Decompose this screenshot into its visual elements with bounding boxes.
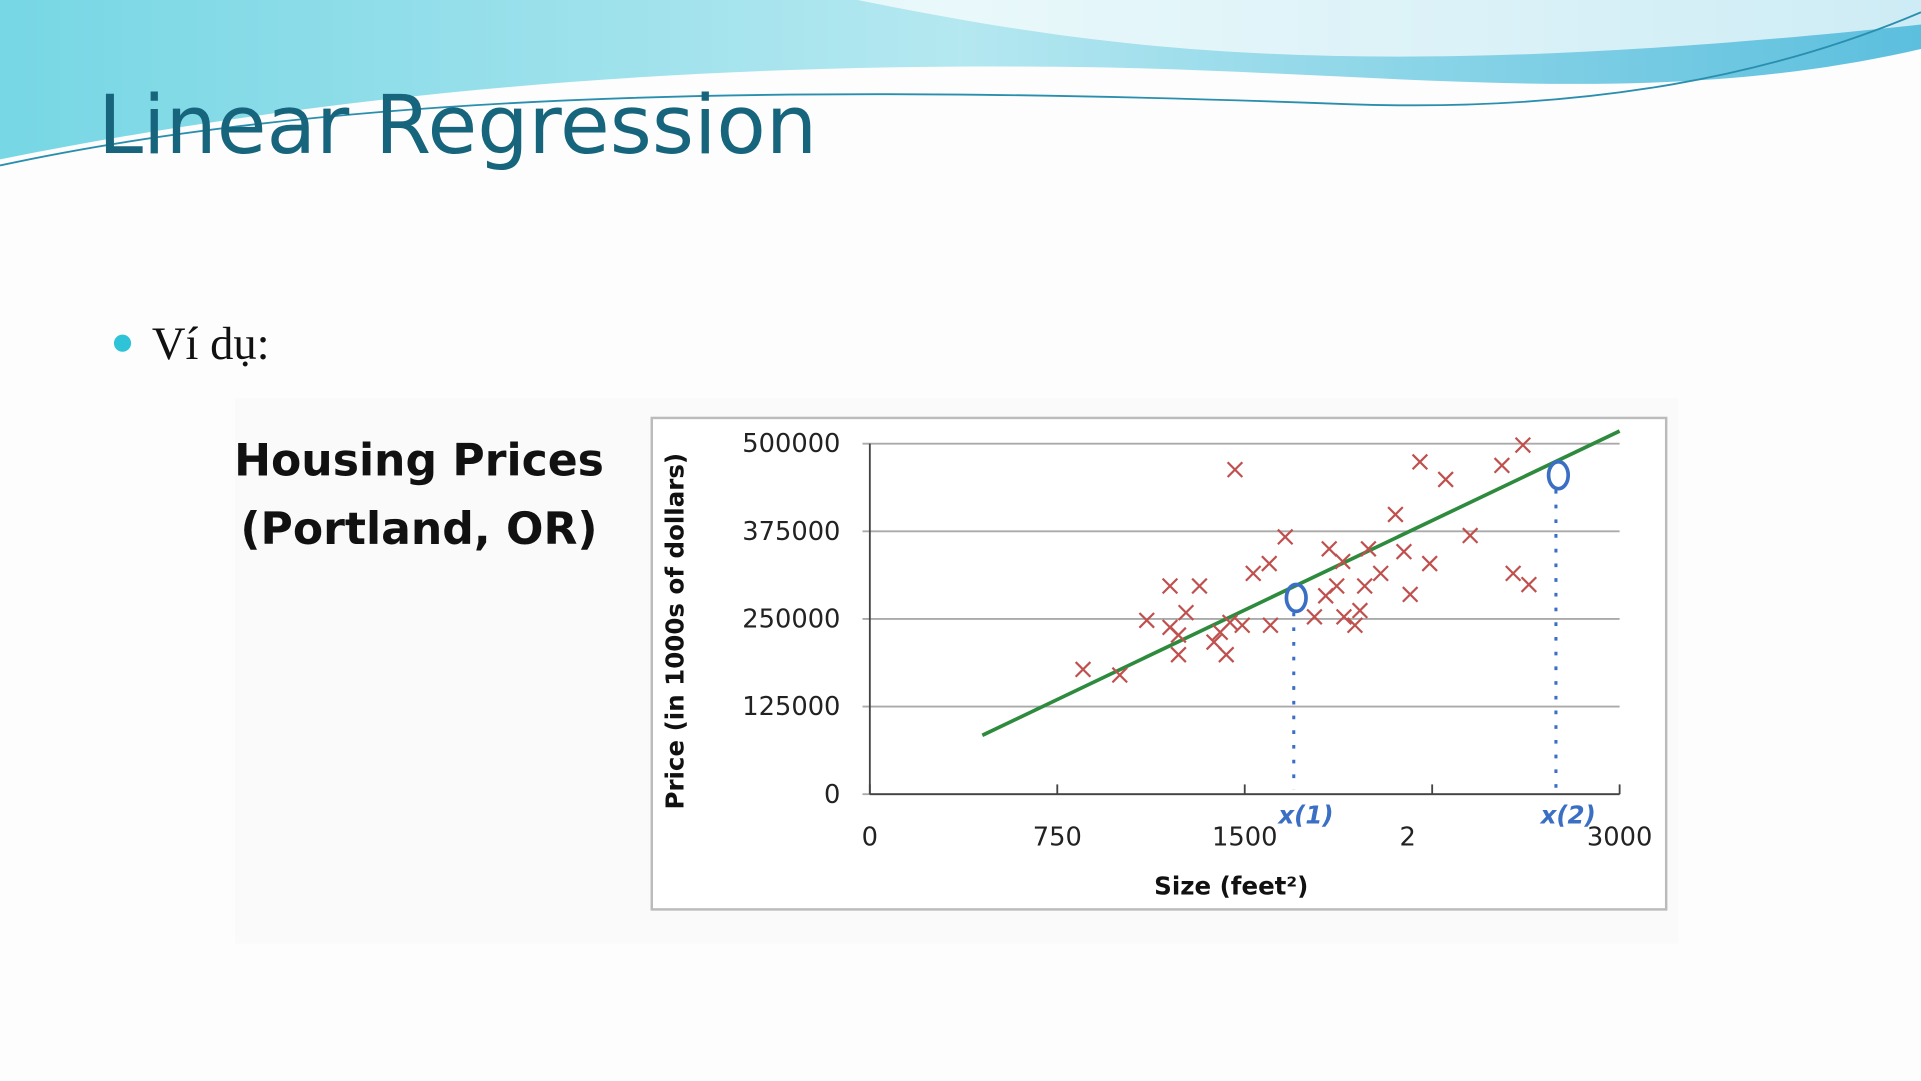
chart-title: (Portland, OR) bbox=[240, 504, 597, 555]
header-wave-light bbox=[857, 0, 1921, 57]
data-point bbox=[1411, 453, 1429, 471]
data-point bbox=[1111, 666, 1128, 684]
data-point bbox=[1437, 471, 1454, 488]
data-point bbox=[1372, 565, 1389, 582]
bullet-text: Ví dụ: bbox=[152, 319, 270, 370]
y-tick-label: 250000 bbox=[742, 605, 840, 635]
y-tick-label: 375000 bbox=[742, 517, 840, 547]
x-tick-label: 0 bbox=[862, 823, 878, 853]
data-point bbox=[1234, 617, 1251, 634]
data-point bbox=[1261, 555, 1278, 572]
data-point bbox=[1421, 555, 1438, 572]
y-axis-label: Price (in 1000s of dollars) bbox=[661, 453, 690, 810]
y-tick-label: 0 bbox=[824, 780, 840, 810]
data-point bbox=[1402, 586, 1419, 603]
data-point bbox=[1277, 528, 1294, 546]
data-point bbox=[1335, 608, 1353, 625]
data-point bbox=[1493, 457, 1511, 474]
x-axis-label: Size (feet²) bbox=[1154, 872, 1308, 901]
data-point bbox=[1462, 527, 1479, 544]
data-point bbox=[1360, 540, 1377, 557]
data-point bbox=[1170, 626, 1187, 644]
data-point bbox=[1505, 565, 1522, 582]
x-tick-label: 2 bbox=[1399, 823, 1415, 853]
annotation-label: x(1) bbox=[1277, 801, 1333, 830]
x-tick-label: 3000 bbox=[1587, 823, 1652, 853]
data-point bbox=[1387, 506, 1404, 523]
y-tick-label: 500000 bbox=[742, 429, 840, 459]
regression-line bbox=[981, 429, 1621, 737]
annotation-label: x(2) bbox=[1540, 801, 1596, 830]
x-tick-label: 750 bbox=[1033, 823, 1082, 853]
data-point bbox=[1520, 576, 1538, 593]
data-point bbox=[1395, 543, 1413, 560]
data-point bbox=[1306, 608, 1323, 625]
data-point bbox=[1328, 577, 1345, 595]
data-point bbox=[1514, 436, 1532, 454]
x-tick-label: 1500 bbox=[1212, 823, 1277, 853]
data-point bbox=[1191, 577, 1208, 595]
data-point bbox=[1170, 646, 1187, 663]
data-point bbox=[1138, 612, 1155, 629]
slide-title: Linear Regression bbox=[98, 79, 817, 173]
data-point bbox=[1245, 565, 1262, 582]
data-point bbox=[1356, 577, 1373, 595]
data-point bbox=[1262, 617, 1279, 634]
header-line bbox=[0, 11, 1921, 167]
data-point bbox=[1346, 617, 1364, 634]
y-tick-label: 125000 bbox=[742, 692, 840, 722]
data-point bbox=[1177, 604, 1195, 621]
chart-title: Housing Prices bbox=[234, 436, 604, 487]
data-point bbox=[1221, 614, 1239, 631]
data-point bbox=[1218, 646, 1235, 663]
data-point bbox=[1161, 577, 1179, 595]
chart: Housing Prices (Portland, OR) Price (in 10… bbox=[234, 429, 1652, 900]
data-point bbox=[1226, 461, 1244, 478]
data-point bbox=[1074, 661, 1092, 678]
data-point bbox=[1334, 553, 1351, 570]
annotation-circle bbox=[1284, 582, 1308, 614]
annotation-circle bbox=[1546, 459, 1571, 491]
data-point bbox=[1321, 540, 1338, 557]
plot-frame bbox=[650, 416, 1668, 911]
data-point bbox=[1351, 602, 1369, 619]
bullet-dot bbox=[113, 334, 132, 352]
data-point bbox=[1205, 633, 1223, 651]
